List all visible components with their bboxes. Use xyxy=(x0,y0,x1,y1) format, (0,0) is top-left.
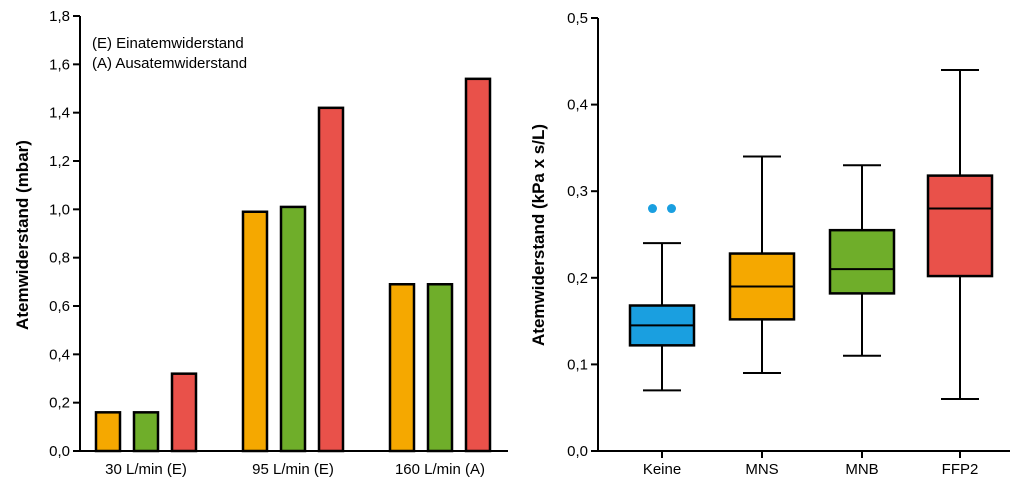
box-outlier-point xyxy=(648,204,657,214)
bar-0-1 xyxy=(132,411,160,453)
bar-x-tick-label: 95 L/min (E) xyxy=(252,461,334,478)
bar-x-tick-label: 160 L/min (A) xyxy=(395,461,485,478)
bar-y-axis-title: Atemwiderstand (mbar) xyxy=(13,140,32,330)
box-x-tick-label: MNS xyxy=(745,461,778,478)
bar-marks xyxy=(94,77,492,453)
box-y-tick-label: 0,4 xyxy=(567,97,588,114)
bar-y-tick-label: 1,4 xyxy=(49,105,70,122)
box-y-tick-label: 0,0 xyxy=(567,443,588,460)
box-axes: Keine MNS MNB FFP2 0,0 0,1 0,2 0,3 0,4 0,5 xyxy=(567,10,1010,478)
bar-y-tick-label: 1,0 xyxy=(49,201,70,218)
bar-2-0 xyxy=(388,283,416,453)
box-chart: Atemwiderstand (kPa x s/L) Keine MNS MNB FF… xyxy=(529,10,1010,478)
box-y-tick-label: 0,5 xyxy=(567,10,588,27)
box-y-tick-label: 0,1 xyxy=(567,356,588,373)
bar-y-tick-label: 1,6 xyxy=(49,56,70,73)
box-marks xyxy=(628,68,994,401)
bar-x-tick-label: 30 L/min (E) xyxy=(105,461,187,478)
bar-chart: Atemwiderstand (mbar) (E) Einatemwiderst… xyxy=(13,8,508,478)
bar-annotation-a: (A) Ausatemwiderstand xyxy=(92,55,247,72)
box-x-tick-label: FFP2 xyxy=(942,461,979,478)
box-y-axis-title: Atemwiderstand (kPa x s/L) xyxy=(529,124,548,346)
bar-y-tick-label: 0,6 xyxy=(49,298,70,315)
bar-0-2 xyxy=(170,372,198,453)
bar-annotation-e: (E) Einatemwiderstand xyxy=(92,35,244,52)
bar-y-tick-label: 0,0 xyxy=(49,443,70,460)
box-x-tick-label: MNB xyxy=(845,461,878,478)
bar-1-1 xyxy=(279,205,307,453)
box-y-tick-label: 0,3 xyxy=(567,183,588,200)
box-outlier-point xyxy=(667,204,676,214)
bar-y-tick-label: 0,2 xyxy=(49,395,70,412)
box-x-tick-label: Keine xyxy=(643,461,681,478)
bar-1-2 xyxy=(317,106,345,453)
bar-y-tick-label: 1,8 xyxy=(49,8,70,25)
bar-2-2 xyxy=(464,77,492,453)
bar-y-tick-label: 1,2 xyxy=(49,153,70,170)
bar-y-tick-label: 0,8 xyxy=(49,250,70,267)
box-y-tick-label: 0,2 xyxy=(567,270,588,287)
bar-1-0 xyxy=(241,210,269,453)
box-body xyxy=(828,228,896,295)
bar-y-tick-label: 0,4 xyxy=(49,346,70,363)
box-body xyxy=(926,174,994,278)
bar-0-0 xyxy=(94,411,122,453)
bar-2-1 xyxy=(426,283,454,453)
bar-axes: 30 L/min (E) 95 L/min (E) 160 L/min (A) 0,0… xyxy=(49,8,508,478)
